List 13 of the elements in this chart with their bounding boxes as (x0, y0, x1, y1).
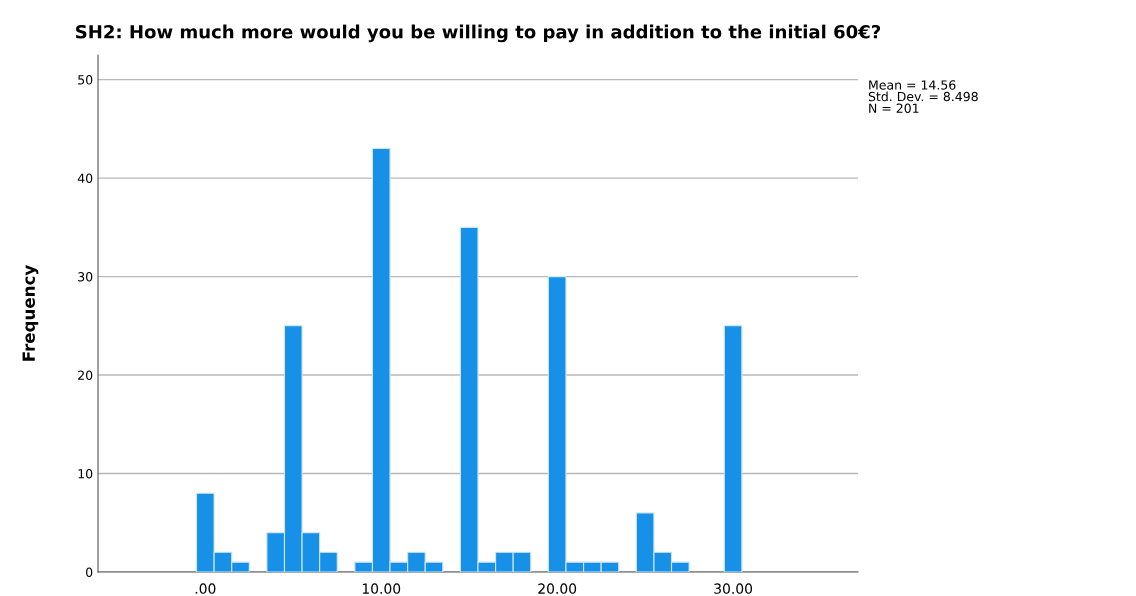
y-tick-label: 10 (78, 469, 93, 479)
chart-title: SH2: How much more would you be willing to pay in addition to the initial 60€? (76, 24, 881, 43)
x-tick-label: 30.00 (714, 583, 753, 594)
x-tick-label: 10.00 (362, 583, 401, 594)
y-axis-title: Frequency (22, 265, 39, 361)
y-tick-label: 0 (86, 567, 93, 577)
y-tick-label: 40 (77, 173, 93, 184)
y-tick-label: 30 (78, 272, 93, 282)
y-tick-label: 50 (78, 75, 93, 85)
x-tick-label: 20.00 (538, 583, 577, 594)
y-tick-label: 20 (78, 370, 93, 380)
x-tick-label: .00 (195, 583, 216, 594)
text: Mean = 14.56 Std. Dev. = 8.498 N = 201 (868, 80, 978, 113)
